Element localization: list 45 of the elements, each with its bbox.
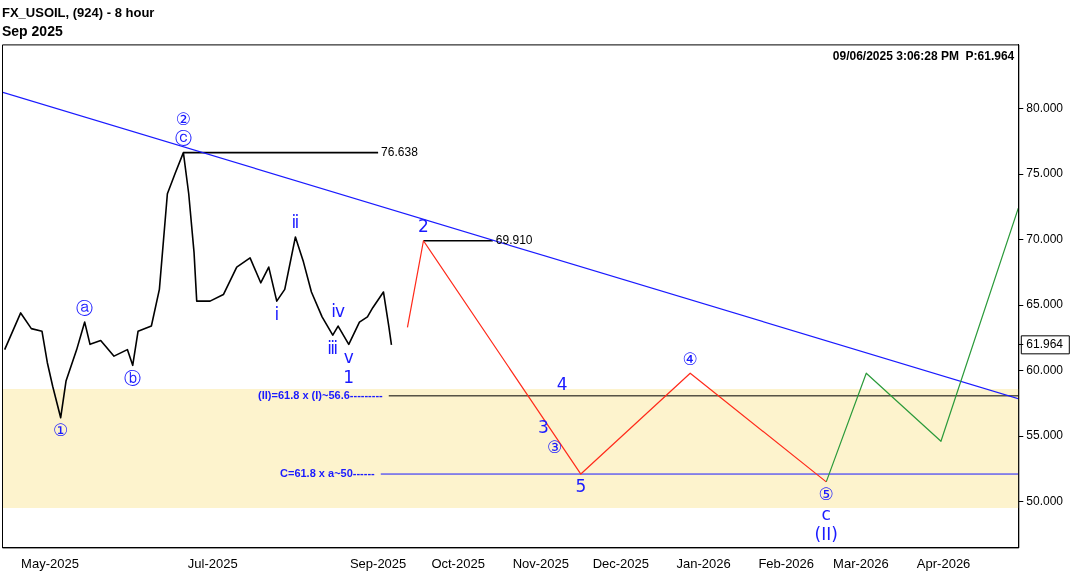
x-tick-label: May-2025 [21,555,79,571]
annotation: ⅰ [274,303,280,324]
annotation: 69.910 [495,233,533,248]
annotation: 5 [575,476,587,497]
x-tick-label: Jul-2025 [187,555,238,571]
annotation: c [821,504,831,525]
annotation: ② [175,109,192,130]
x-tick-label: Dec-2025 [592,555,650,571]
annotation: 3 [538,417,549,438]
annotation: ⓐ [76,297,94,318]
x-tick-label: Sep-2025 [349,555,407,571]
y-tick-label: 80.000 [1026,100,1064,115]
y-tick-label: 75.000 [1026,166,1064,181]
y-tick-label: 61.964 [1026,337,1064,352]
y-tick-label: 55.000 [1026,428,1064,443]
annotation: ⑤ [818,484,834,505]
x-tick-label: Mar-2026 [833,555,889,571]
annotation: ⅱ [291,212,300,233]
annotation: ⅲ [327,337,339,358]
x-tick-label: Jan-2026 [676,555,731,571]
annotation: 76.638 [381,144,419,159]
annotation: (II) [814,524,838,545]
annotation: (II)=61.8 x (I)~56.6--------- [258,388,384,401]
annotation: ④ [682,348,698,369]
y-tick-label: 50.000 [1026,493,1064,508]
annotation: ⅴ [343,346,354,367]
y-tick-label: 70.000 [1026,231,1064,246]
x-tick-label: Oct-2025 [431,555,485,571]
annotation: ⓑ [124,367,142,388]
annotation: ⓒ [174,128,192,149]
annotation: ⅳ [331,301,346,322]
annotation: 4 [556,374,568,395]
x-tick-label: Apr-2026 [916,555,971,571]
y-tick-label: 65.000 [1026,297,1064,312]
chart-title: FX_USOIL, (924) - 8 hour [2,5,155,21]
annotation: ③ [546,436,563,457]
annotation: 1 [343,366,355,387]
x-tick-label: Feb-2026 [758,555,815,571]
annotation: C=61.8 x a~50------ [280,467,376,480]
annotation: 2 [418,216,429,237]
chart-subtitle: Sep 2025 [2,22,63,39]
annotation: 09/06/2025 3:06:28 PM P:61.964 [832,48,1015,63]
annotation: ① [53,420,69,441]
x-tick-label: Nov-2025 [512,555,570,571]
y-tick-label: 60.000 [1026,362,1064,377]
